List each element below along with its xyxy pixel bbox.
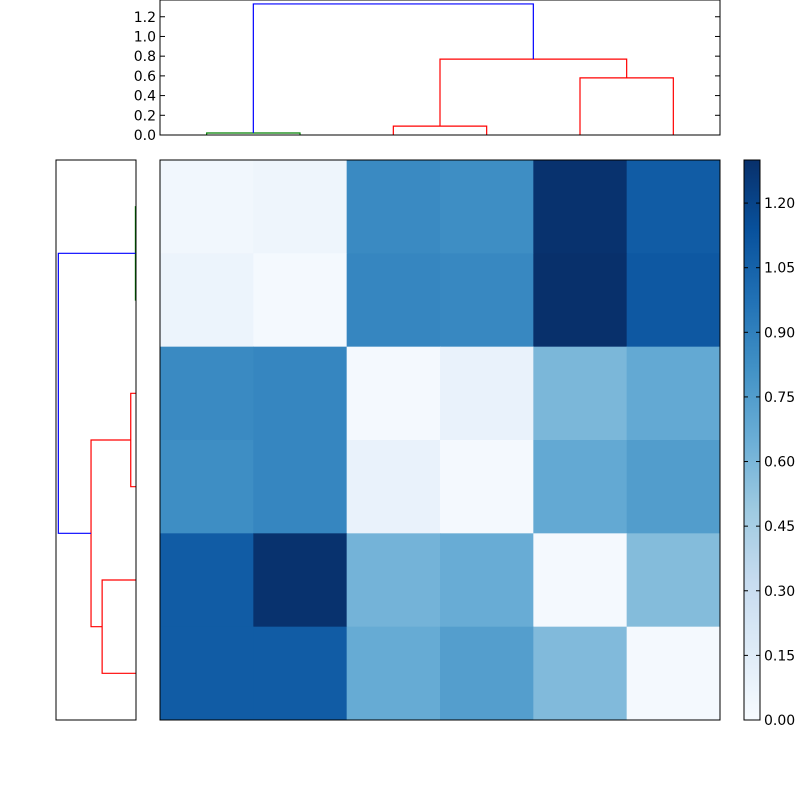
left-dendrogram-link	[90, 439, 131, 628]
colorbar-tick-label: 0.15	[764, 648, 795, 664]
heatmap-cell	[533, 346, 628, 441]
heatmap-cell	[253, 440, 348, 534]
left-dendrogram-link	[130, 392, 136, 488]
heatmap-cell	[253, 533, 348, 628]
colorbar-fill	[744, 160, 760, 720]
heatmap-cell	[346, 346, 441, 441]
heatmap-cell	[626, 253, 721, 348]
heatmap-cell	[533, 440, 628, 534]
top-dendrogram-tick-label: 0.2	[134, 108, 156, 124]
colorbar-tick-label: 0.45	[764, 519, 795, 535]
left-dendrogram-link	[101, 579, 136, 674]
colorbar-tick-label: 0.90	[764, 325, 795, 341]
heatmap-cell	[160, 346, 254, 441]
heatmap-cell	[253, 253, 348, 348]
heatmap	[159, 159, 721, 721]
heatmap-cell	[160, 626, 254, 721]
top-dendrogram-tick-label: 1.0	[134, 29, 156, 45]
top-dendrogram-link	[439, 58, 628, 127]
heatmap-cell	[346, 533, 441, 628]
heatmap-cell	[626, 160, 721, 254]
colorbar-tick-label: 1.05	[764, 261, 795, 277]
heatmap-frame	[159, 159, 721, 721]
heatmap-cell	[253, 160, 348, 254]
top-dendrogram-tick-label: 0.6	[134, 69, 156, 85]
heatmap-cell	[253, 346, 348, 441]
top-dendrogram: 0.0 0.2 0.4 0.6 0.8 1.0 1.2	[134, 0, 721, 144]
top-dendrogram-tick-label: 0.8	[134, 49, 156, 65]
left-dendrogram	[55, 159, 137, 721]
colorbar-frame	[743, 159, 761, 721]
top-dendrogram-tick-label: 1.2	[134, 10, 156, 26]
top-dendrogram-y-axis: 0.0 0.2 0.4 0.6 0.8 1.0 1.2	[134, 10, 720, 144]
top-dendrogram-tick-label: 0.0	[134, 128, 156, 144]
heatmap-cell	[626, 440, 721, 534]
heatmap-cell	[160, 160, 254, 254]
colorbar-tick-label: 0.30	[764, 584, 795, 600]
colorbar-tick-label: 1.20	[764, 196, 795, 212]
heatmap-cell	[626, 626, 721, 721]
colorbar-tick-label: 0.00	[764, 713, 795, 729]
colorbar-tick-label: 0.75	[764, 390, 795, 406]
top-dendrogram-links	[206, 3, 674, 135]
left-dendrogram-link	[57, 252, 136, 534]
colorbar: 0.00 0.15 0.30 0.45 0.60 0.75 0.90 1.05 1.20	[743, 159, 795, 729]
heatmap-cell	[160, 253, 254, 348]
heatmap-cell	[440, 533, 534, 628]
heatmap-cell	[346, 626, 441, 721]
heatmap-cell	[346, 440, 441, 534]
colorbar-axis: 0.00 0.15 0.30 0.45 0.60 0.75 0.90 1.05 1.20	[744, 196, 795, 729]
heatmap-cell	[253, 626, 348, 721]
top-dendrogram-link	[252, 3, 534, 134]
top-dendrogram-frame	[159, 0, 721, 136]
heatmap-cell	[533, 533, 628, 628]
heatmap-cell	[160, 440, 254, 534]
heatmap-cell	[440, 253, 534, 348]
heatmap-cell	[533, 160, 628, 254]
heatmap-cell	[440, 160, 534, 254]
heatmap-cell	[440, 626, 534, 721]
top-dendrogram-link	[392, 125, 488, 135]
heatmap-cell	[533, 253, 628, 348]
top-dendrogram-link	[579, 77, 674, 135]
heatmap-cell	[160, 533, 254, 628]
heatmap-cell	[346, 253, 441, 348]
heatmap-cell	[346, 160, 441, 254]
colorbar-tick-label: 0.60	[764, 455, 795, 471]
heatmap-cell	[626, 346, 721, 441]
left-dendrogram-frame	[55, 159, 137, 721]
heatmap-cells	[160, 160, 721, 721]
top-dendrogram-tick-label: 0.4	[134, 89, 156, 105]
left-dendrogram-links	[57, 206, 137, 674]
heatmap-cell	[533, 626, 628, 721]
heatmap-cell	[440, 440, 534, 534]
heatmap-cell	[626, 533, 721, 628]
heatmap-cell	[440, 346, 534, 441]
